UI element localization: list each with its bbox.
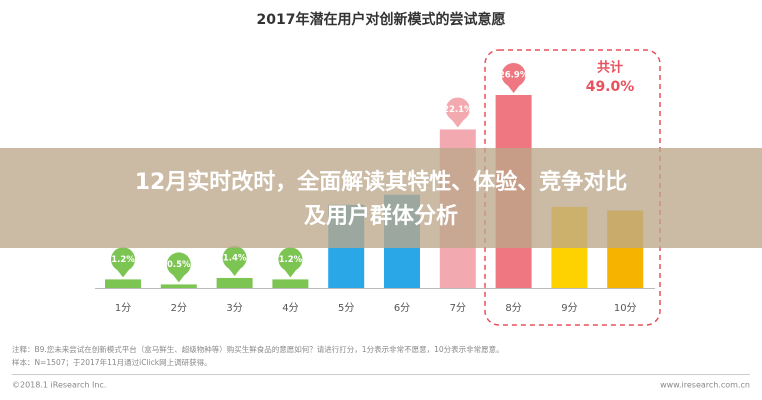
x-tick-label: 6分: [394, 302, 410, 314]
label-pin: [278, 247, 303, 272]
data-label: 0.5%: [167, 260, 191, 270]
label-pin: [222, 245, 247, 270]
note: 注释：B9.您未来尝试在创新模式平台（盒马鲜生、超级物种等）购买生鲜食品的意愿如…: [12, 344, 504, 354]
x-tick-label: 5分: [338, 302, 354, 314]
bar: [105, 279, 141, 288]
banner: [0, 148, 762, 248]
label-pin: [501, 63, 526, 87]
x-tick-label: 9分: [561, 302, 577, 314]
x-tick-label: 4分: [282, 302, 298, 314]
banner-line: 12月实时改时，全面解读其特性、体验、竞争对比: [135, 169, 628, 195]
bar: [272, 279, 309, 288]
x-tick-label: 7分: [450, 302, 466, 314]
banner-line: 及用户群体分析: [304, 203, 458, 229]
chart-title: 2017年潜在用户对创新模式的尝试意愿: [257, 11, 506, 28]
data-label: 1.4%: [223, 253, 247, 263]
x-tick-label: 2分: [171, 302, 187, 314]
data-label: 22.1%: [443, 105, 473, 115]
annotation-value: 49.0%: [586, 79, 635, 95]
x-tick-label: 3分: [226, 302, 242, 314]
label-pin: [166, 252, 191, 277]
label-pin: [111, 247, 135, 272]
bar: [160, 284, 197, 288]
x-tick-label: 1分: [115, 302, 131, 314]
website: www.iresearch.com.cn: [660, 381, 750, 390]
data-label: 26.9%: [499, 71, 529, 81]
annotation-title: 共计: [597, 60, 623, 76]
note: 样本：N=1507；于2017年11月通过iClick网上调研获得。: [12, 357, 212, 367]
bar: [216, 277, 253, 288]
label-pin: [445, 97, 470, 122]
data-label: 1.2%: [279, 255, 303, 265]
x-tick-label: 10分: [614, 302, 637, 314]
x-tick-label: 8分: [505, 302, 521, 314]
source: ©2018.1 iResearch Inc.: [12, 381, 106, 390]
data-label: 1.2%: [111, 255, 135, 265]
